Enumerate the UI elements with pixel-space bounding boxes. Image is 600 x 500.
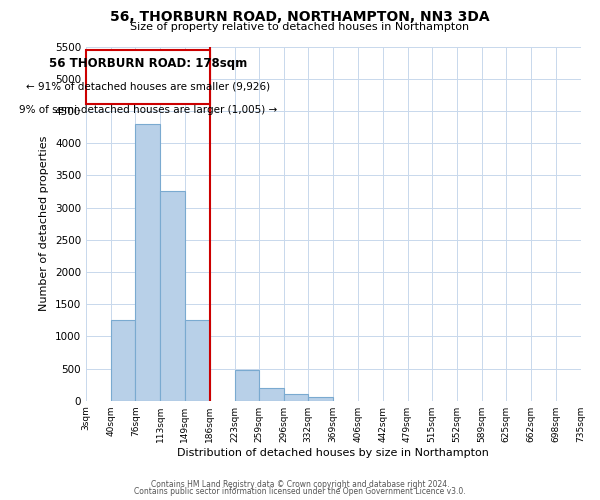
Text: Contains HM Land Registry data © Crown copyright and database right 2024.: Contains HM Land Registry data © Crown c… [151,480,449,489]
Bar [160,192,185,400]
Y-axis label: Number of detached properties: Number of detached properties [40,136,49,312]
Text: 56 THORBURN ROAD: 178sqm: 56 THORBURN ROAD: 178sqm [49,57,247,70]
Text: 56, THORBURN ROAD, NORTHAMPTON, NN3 3DA: 56, THORBURN ROAD, NORTHAMPTON, NN3 3DA [110,10,490,24]
Text: 9% of semi-detached houses are larger (1,005) →: 9% of semi-detached houses are larger (1… [19,104,277,115]
Bar [259,388,284,400]
Bar [308,398,333,400]
Bar [235,370,259,400]
Bar [136,124,160,400]
Text: Size of property relative to detached houses in Northampton: Size of property relative to detached ho… [130,22,470,32]
Bar [284,394,308,400]
FancyBboxPatch shape [86,50,209,104]
Bar [111,320,136,400]
Bar [185,320,209,400]
X-axis label: Distribution of detached houses by size in Northampton: Distribution of detached houses by size … [178,448,489,458]
Text: ← 91% of detached houses are smaller (9,926): ← 91% of detached houses are smaller (9,… [26,82,270,92]
Text: Contains public sector information licensed under the Open Government Licence v3: Contains public sector information licen… [134,487,466,496]
